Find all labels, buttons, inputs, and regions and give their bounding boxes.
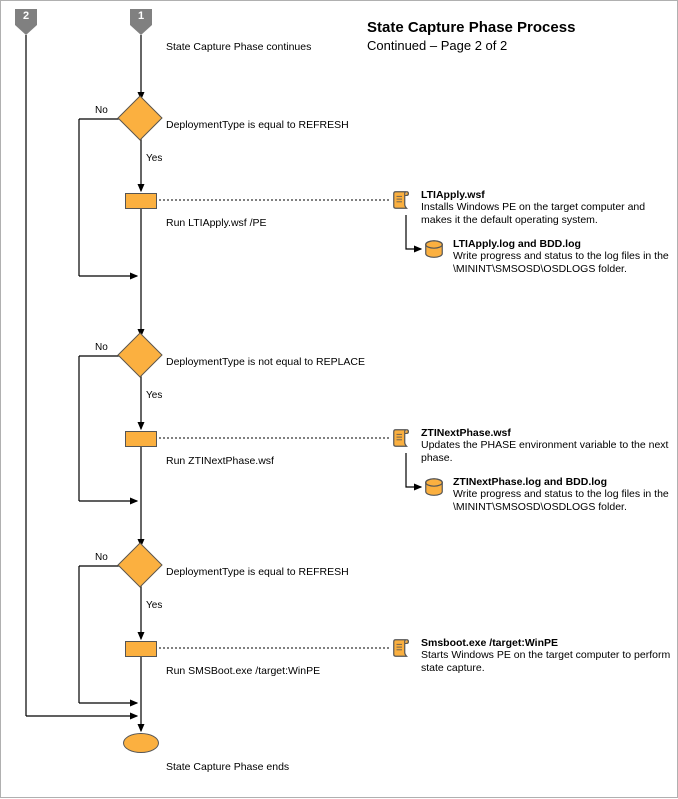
annotation-4-head: ZTINextPhase.log and BDD.log (453, 476, 678, 488)
start-label: State Capture Phase continues (166, 41, 311, 54)
process-2-label: Run ZTINextPhase.wsf (166, 455, 274, 468)
annotation-5-head: Smsboot.exe /target:WinPE (421, 637, 671, 649)
scroll-icon (391, 637, 413, 659)
annotation-2-head: LTIApply.log and BDD.log (453, 238, 678, 250)
annotation-4: ZTINextPhase.log and BDD.log Write progr… (453, 476, 678, 514)
annotation-5: Smsboot.exe /target:WinPE Starts Windows… (421, 637, 671, 675)
process-3-label: Run SMSBoot.exe /target:WinPE (166, 665, 320, 678)
d3-yes: Yes (146, 600, 162, 612)
end-label: State Capture Phase ends (166, 761, 289, 774)
terminator-end (123, 733, 159, 753)
annotation-1: LTIApply.wsf Installs Windows PE on the … (421, 189, 671, 227)
decision-2-label: DeploymentType is not equal to REPLACE (166, 356, 396, 369)
annotation-4-text: Write progress and status to the log fil… (453, 488, 678, 514)
annotation-2: LTIApply.log and BDD.log Write progress … (453, 238, 678, 276)
d2-no: No (95, 342, 108, 354)
diagram-page: State Capture Phase Process Continued – … (0, 0, 678, 798)
database-icon (423, 239, 445, 261)
process-2 (125, 431, 157, 447)
annotation-3-head: ZTINextPhase.wsf (421, 427, 671, 439)
annotation-1-head: LTIApply.wsf (421, 189, 671, 201)
decision-3-label: DeploymentType is equal to REFRESH (166, 566, 366, 579)
scroll-icon (391, 427, 413, 449)
annotation-5-text: Starts Windows PE on the target computer… (421, 649, 671, 675)
process-1 (125, 193, 157, 209)
d2-yes: Yes (146, 390, 162, 402)
database-icon (423, 477, 445, 499)
annotation-3: ZTINextPhase.wsf Updates the PHASE envir… (421, 427, 671, 465)
d1-yes: Yes (146, 153, 162, 165)
annotation-1-text: Installs Windows PE on the target comput… (421, 201, 671, 227)
decision-1-label: DeploymentType is equal to REFRESH (166, 119, 366, 132)
process-3 (125, 641, 157, 657)
scroll-icon (391, 189, 413, 211)
d3-no: No (95, 552, 108, 564)
annotation-2-text: Write progress and status to the log fil… (453, 250, 678, 276)
process-1-label: Run LTIApply.wsf /PE (166, 217, 267, 230)
d1-no: No (95, 105, 108, 117)
annotation-3-text: Updates the PHASE environment variable t… (421, 439, 671, 465)
